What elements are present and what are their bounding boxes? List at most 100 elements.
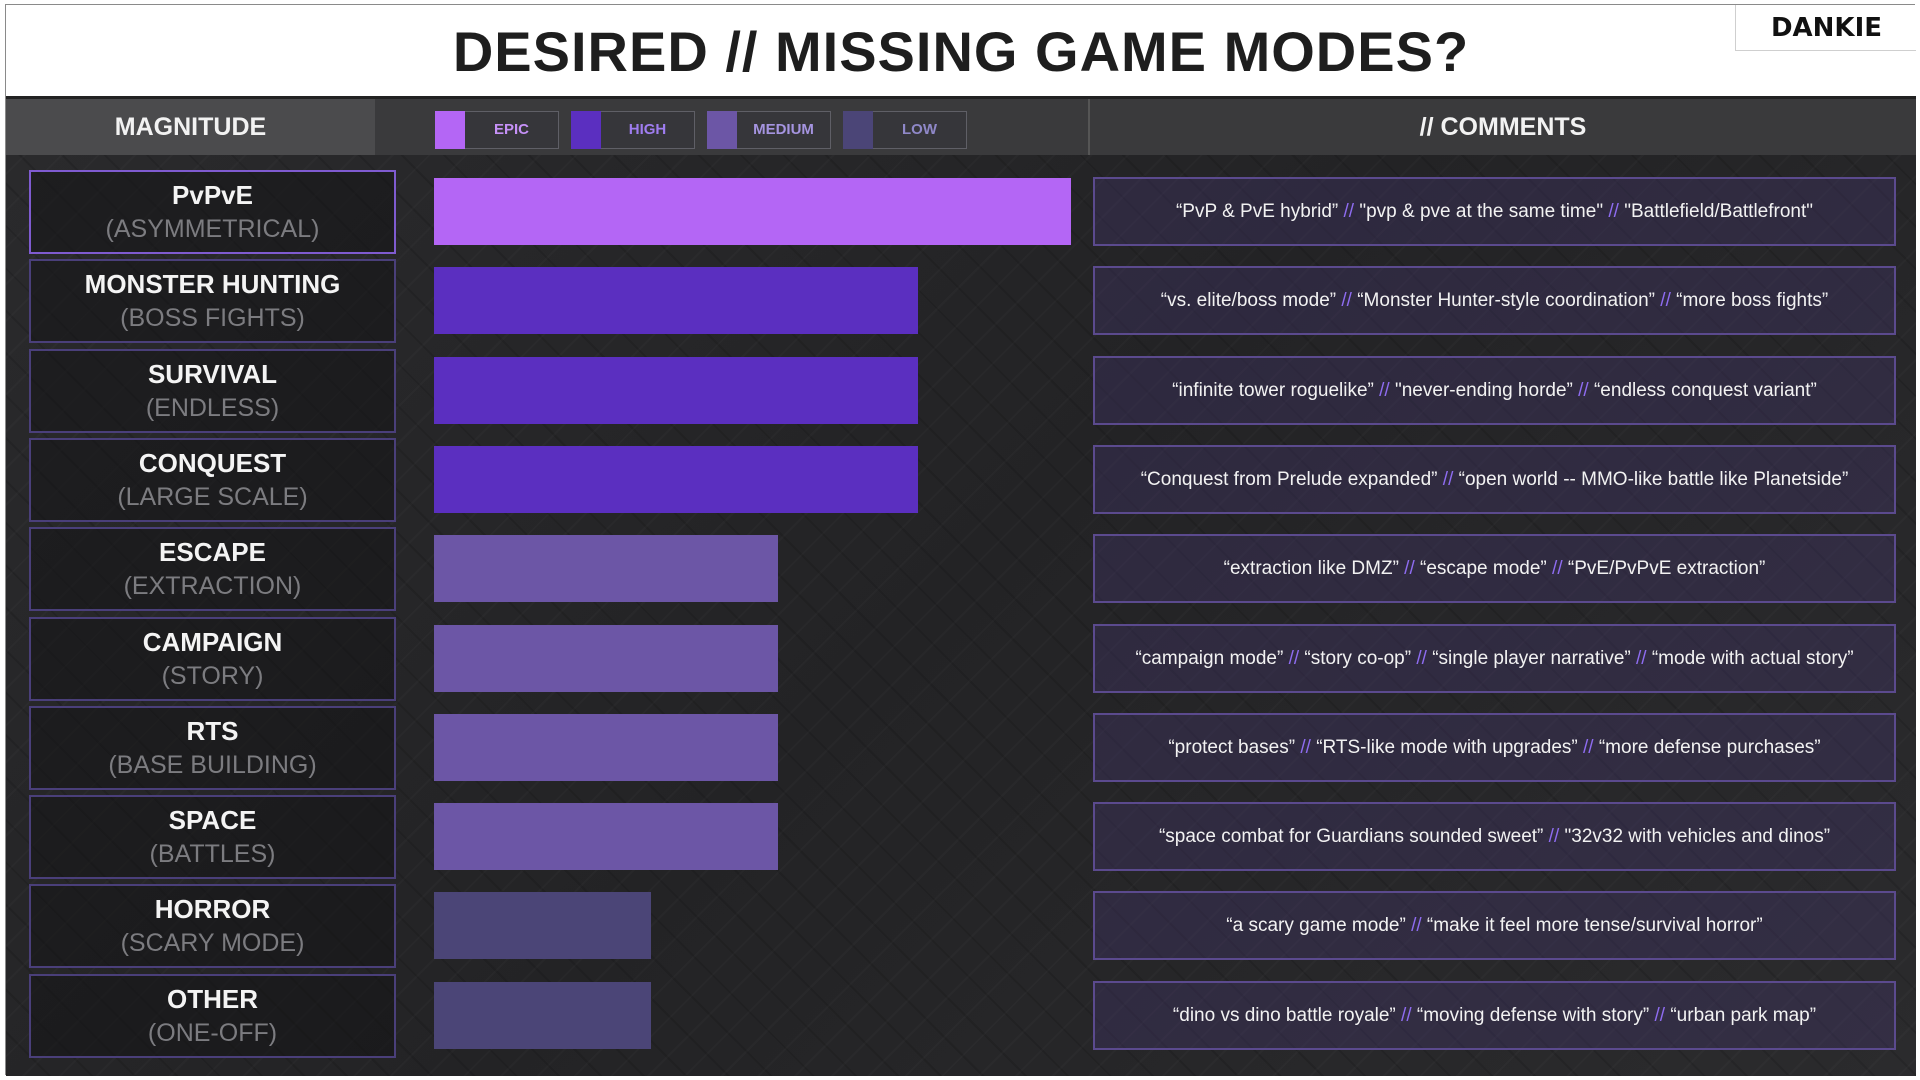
category-name: MONSTER HUNTING <box>84 269 341 299</box>
category-name: RTS <box>186 716 239 746</box>
comments-header: // COMMENTS <box>1088 99 1916 155</box>
comment-quote: “a scary game mode” <box>1226 915 1406 936</box>
legend-item-medium: MEDIUM <box>707 111 831 149</box>
comment-quote: "Battlefield/Battlefront" <box>1624 201 1814 222</box>
comment-box: “a scary game mode” // “make it feel mor… <box>1093 891 1896 960</box>
comment-quote: “RTS-like mode with upgrades” <box>1316 737 1578 758</box>
comment-box: “vs. elite/boss mode” // “Monster Hunter… <box>1093 266 1896 335</box>
comment-quote: “dino vs dino battle royale” <box>1172 1005 1396 1026</box>
comment-quote: “open world -- MMO-like battle like Plan… <box>1458 469 1849 490</box>
comment-separator: // <box>1630 648 1652 669</box>
comment-separator: // <box>1437 469 1459 490</box>
comment-quote: “Conquest from Prelude expanded” <box>1140 469 1438 490</box>
comment-separator: // <box>1543 826 1565 847</box>
category-subtitle: (SCARY MODE) <box>120 929 305 957</box>
category-label: PvPvE (ASYMMETRICAL) <box>29 170 396 254</box>
category-label: SPACE (BATTLES) <box>29 795 396 879</box>
comment-separator: // <box>1373 380 1395 401</box>
comment-quote: "pvp & pve at the same time" <box>1359 201 1604 222</box>
comment-separator: // <box>1283 648 1305 669</box>
comment-separator: // <box>1405 915 1427 936</box>
comment-separator: // <box>1398 558 1421 579</box>
category-name: SPACE <box>168 805 257 835</box>
legend-item-high: HIGH <box>571 111 695 149</box>
comment-separator: // <box>1655 290 1677 311</box>
comment-quote: “PvP & PvE hybrid” <box>1175 201 1339 222</box>
legend-label-epic: EPIC <box>465 111 559 149</box>
category-label: HORROR (SCARY MODE) <box>29 884 396 968</box>
comment-quote: “more boss fights” <box>1676 290 1829 311</box>
dankie-logo: DANKIE <box>1770 13 1883 43</box>
bar-high <box>434 446 918 513</box>
comment-separator: // <box>1336 290 1358 311</box>
category-subtitle: (BASE BUILDING) <box>108 751 317 779</box>
legend: EPIC HIGH MEDIUM LOW <box>375 99 1088 155</box>
comment-quote: “single player narrative” <box>1432 648 1631 669</box>
bar-medium <box>434 803 778 870</box>
comment-quote: “protect bases” <box>1168 737 1296 758</box>
category-name: ESCAPE <box>159 537 266 567</box>
legend-swatch-high <box>571 111 601 149</box>
bar-medium <box>434 714 778 781</box>
comment-quote: “story co-op” <box>1304 648 1412 669</box>
category-name: OTHER <box>167 984 258 1014</box>
comment-quote: “make it feel more tense/survival horror… <box>1426 915 1763 936</box>
comment-quote: “vs. elite/boss mode” <box>1160 290 1337 311</box>
comment-box: “Conquest from Prelude expanded” // “ope… <box>1093 445 1896 514</box>
bar-medium <box>434 535 778 602</box>
category-subtitle: (ONE-OFF) <box>147 1019 278 1047</box>
comment-quote: “campaign mode” <box>1135 648 1284 669</box>
comment-separator: // <box>1411 648 1433 669</box>
category-subtitle: (ENDLESS) <box>145 394 280 422</box>
comment-quote: "never-ending horde” <box>1395 380 1573 401</box>
category-subtitle: (BOSS FIGHTS) <box>120 304 305 332</box>
comment-separator: // <box>1546 558 1568 579</box>
legend-swatch-epic <box>435 111 465 149</box>
bar-low <box>434 892 651 959</box>
comment-separator: // <box>1649 1005 1671 1026</box>
title-bar: DESIRED // MISSING GAME MODES? DANKIE <box>6 5 1916 99</box>
logo-box: DANKIE <box>1735 5 1916 51</box>
category-name: CONQUEST <box>138 448 287 478</box>
category-subtitle: (EXTRACTION) <box>123 572 302 600</box>
category-name: SURVIVAL <box>147 359 278 389</box>
category-name: PvPvE <box>172 180 253 210</box>
bar-high <box>434 267 918 334</box>
category-label: CAMPAIGN (STORY) <box>29 617 396 701</box>
comment-quote: “mode with actual story” <box>1651 648 1854 669</box>
category-name: CAMPAIGN <box>142 627 283 657</box>
comment-quote: “PvE/PvPvE extraction” <box>1567 558 1766 579</box>
comment-quote: “more defense purchases” <box>1598 737 1821 758</box>
comment-separator: // <box>1395 1005 1417 1026</box>
bar-medium <box>434 625 778 692</box>
comment-separator: // <box>1577 737 1599 758</box>
bar-low <box>434 982 651 1049</box>
comment-quote: “moving defense with story” <box>1416 1005 1650 1026</box>
category-label: ESCAPE (EXTRACTION) <box>29 527 396 611</box>
comment-separator: // <box>1603 201 1625 222</box>
slide-frame: DESIRED // MISSING GAME MODES? DANKIE MA… <box>5 4 1916 1076</box>
comment-quote: “escape mode” <box>1420 558 1547 579</box>
comment-quote: “extraction like DMZ” <box>1223 558 1399 579</box>
legend-label-low: LOW <box>873 111 967 149</box>
comment-separator: // <box>1295 737 1317 758</box>
bar-epic <box>434 178 1071 245</box>
category-label: RTS (BASE BUILDING) <box>29 706 396 790</box>
legend-label-medium: MEDIUM <box>737 111 831 149</box>
comment-quote: "32v32 with vehicles and dinos” <box>1564 826 1831 847</box>
comment-separator: // <box>1572 380 1594 401</box>
category-label: SURVIVAL (ENDLESS) <box>29 349 396 433</box>
comment-box: “space combat for Guardians sounded swee… <box>1093 802 1896 871</box>
category-label: OTHER (ONE-OFF) <box>29 974 396 1058</box>
category-subtitle: (LARGE SCALE) <box>117 483 308 511</box>
category-subtitle: (STORY) <box>161 662 264 690</box>
comment-box: “PvP & PvE hybrid” // "pvp & pve at the … <box>1093 177 1896 246</box>
category-label: CONQUEST (LARGE SCALE) <box>29 438 396 522</box>
comment-box: “protect bases” // “RTS-like mode with u… <box>1093 713 1896 782</box>
bar-high <box>434 357 918 424</box>
legend-swatch-medium <box>707 111 737 149</box>
comment-box: “dino vs dino battle royale” // “moving … <box>1093 981 1896 1050</box>
chart-panel: MAGNITUDE EPIC HIGH MEDIUM LOW // COMMENTS … <box>6 99 1916 1076</box>
magnitude-header: MAGNITUDE <box>6 99 375 155</box>
category-subtitle: (BATTLES) <box>149 840 276 868</box>
